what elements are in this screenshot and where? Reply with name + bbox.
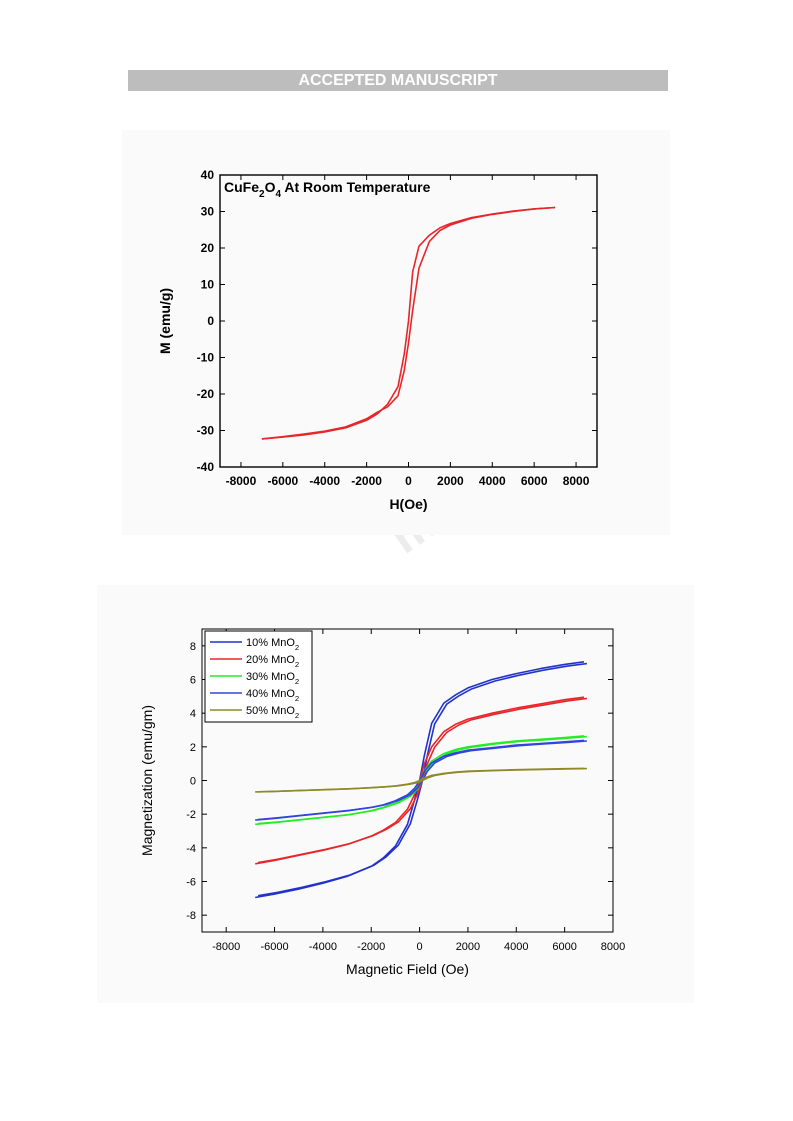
chart-title: CuFe2O4 At Room Temperature <box>224 179 431 200</box>
figure-mno2-hysteresis: -8000 -6000 -4000 -2000 0 2000 4000 6000 8000 -8 -… <box>97 585 694 1003</box>
x-tick-label: 2000 <box>437 474 464 488</box>
x-tick-label: 2000 <box>456 941 480 953</box>
y-tick-label: 40 <box>201 168 215 182</box>
y-tick-label: -40 <box>197 460 215 474</box>
x-tick-label: 8000 <box>563 474 590 488</box>
x-axis-label: Magnetic Field (Oe) <box>346 961 469 977</box>
x-tick-label: -6000 <box>260 941 288 953</box>
x-tick-label: -8000 <box>212 941 240 953</box>
legend-label-5: 50% MnO2 <box>246 705 299 720</box>
x-tick-label: -4000 <box>309 474 340 488</box>
y-tick-label: -30 <box>197 424 215 438</box>
x-tick-label: 0 <box>405 474 412 488</box>
figure-cufe2o4-hysteresis: -8000 -6000 -4000 -2000 0 2000 4000 6000 8000 -40… <box>122 130 670 535</box>
legend-label-2: 20% MnO2 <box>246 654 299 669</box>
x-tick-label: -4000 <box>309 941 337 953</box>
y-tick-label: 2 <box>190 742 196 754</box>
y-tick-label: -20 <box>197 387 215 401</box>
y-tick-label: -10 <box>197 351 215 365</box>
series-ascending-branch <box>261 206 556 440</box>
x-tick-label: 0 <box>417 941 423 953</box>
chart-mno2-composites: -8000 -6000 -4000 -2000 0 2000 4000 6000 8000 -8 -… <box>139 628 625 977</box>
y-tick-label: 20 <box>201 241 215 255</box>
y-tick-label: -2 <box>186 809 196 821</box>
legend-label-4: 40% MnO2 <box>246 688 299 703</box>
chart-cufe2o4: -8000 -6000 -4000 -2000 0 2000 4000 6000 8000 -40… <box>157 168 598 512</box>
accepted-manuscript-banner: ACCEPTED MANUSCRIPT <box>128 70 668 91</box>
legend-label-1: 10% MnO2 <box>246 637 299 652</box>
x-tick-label: 4000 <box>504 941 528 953</box>
y-axis-label: M (emu/g) <box>157 288 173 354</box>
y-tick-label: -6 <box>186 877 196 889</box>
x-tick-label: -2000 <box>351 474 382 488</box>
x-tick-label: 6000 <box>521 474 548 488</box>
x-tick-label: -2000 <box>357 941 385 953</box>
y-tick-label: -4 <box>186 843 196 855</box>
x-tick-label: 6000 <box>552 941 576 953</box>
y-tick-label: 0 <box>207 314 214 328</box>
y-tick-label: 6 <box>190 675 196 687</box>
y-tick-label: 4 <box>190 708 196 720</box>
series-descending-branch <box>261 206 556 440</box>
x-axis-label: H(Oe) <box>389 496 427 512</box>
y-axis-label: Magnetization (emu/gm) <box>139 705 155 856</box>
y-tick-label: 0 <box>190 776 196 788</box>
series-line-5-return <box>258 767 587 793</box>
y-tick-label: 10 <box>201 278 215 292</box>
y-tick-label: 30 <box>201 205 215 219</box>
y-tick-label: 8 <box>190 641 196 653</box>
x-tick-label: -8000 <box>226 474 257 488</box>
x-tick-label: 4000 <box>479 474 506 488</box>
y-tick-label: -8 <box>186 910 196 922</box>
legend-label-3: 30% MnO2 <box>246 671 299 686</box>
x-tick-label: 8000 <box>601 941 625 953</box>
x-tick-label: -6000 <box>267 474 298 488</box>
